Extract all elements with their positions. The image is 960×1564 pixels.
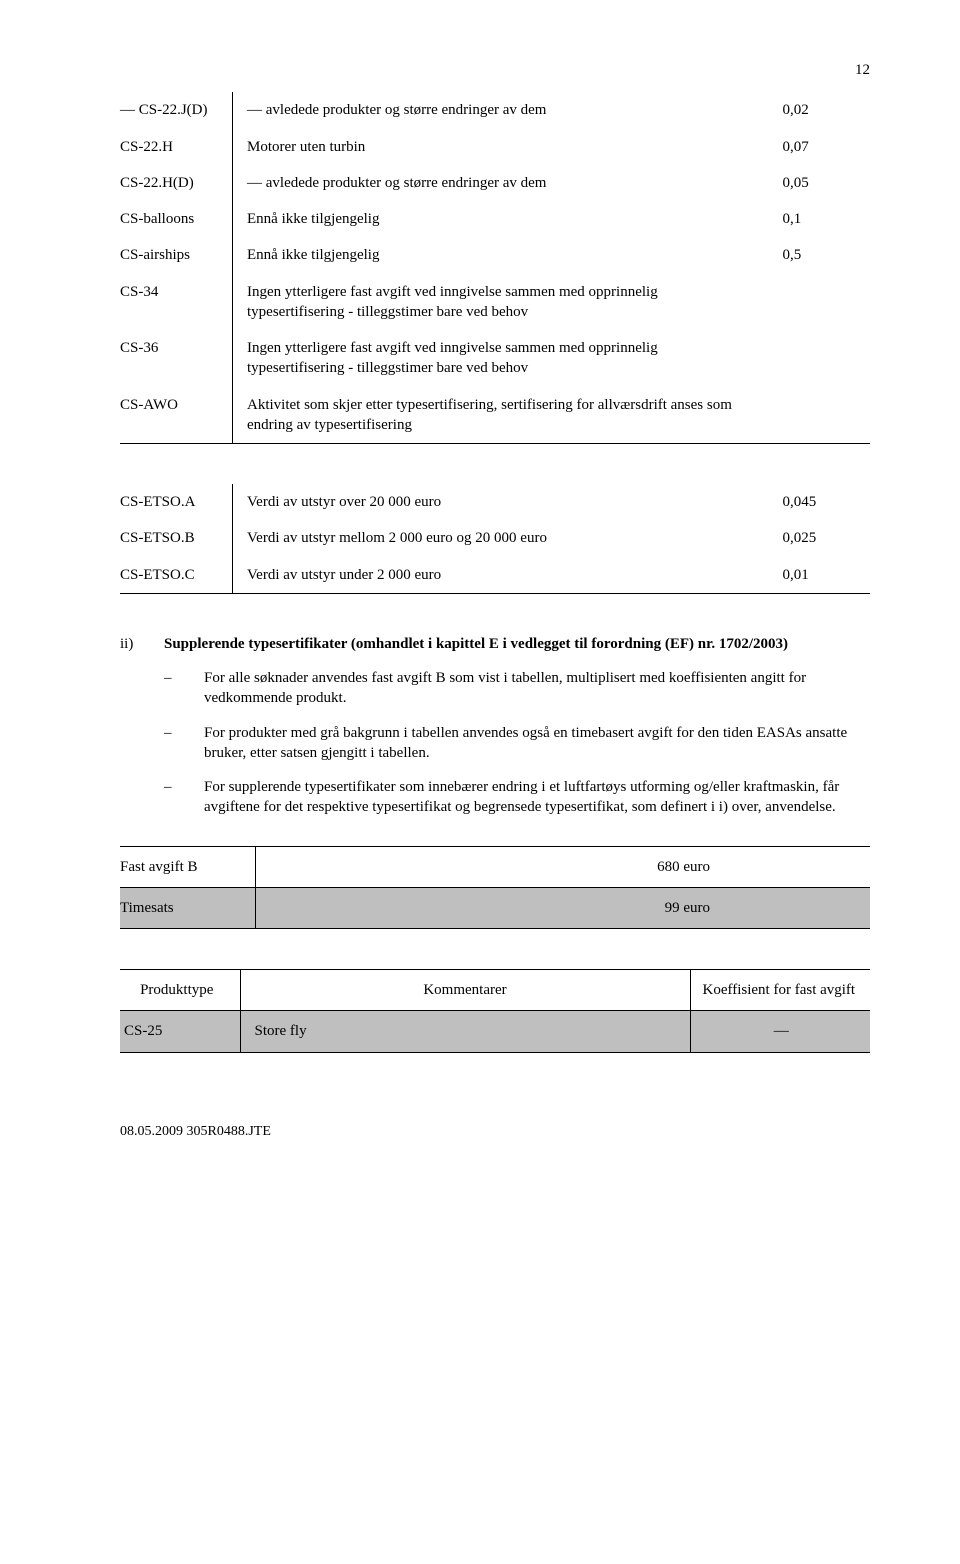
table-row: CS-airships Ennå ikke tilgjengelig 0,5 — [120, 237, 870, 273]
cell-desc: Verdi av utstyr under 2 000 euro — [233, 557, 773, 594]
table-row: CS-ETSO.A Verdi av utstyr over 20 000 eu… — [120, 484, 870, 520]
table-row: CS-36 Ingen ytterligere fast avgift ved … — [120, 330, 870, 387]
cell-code: CS-AWO — [120, 387, 233, 444]
table-row: CS-ETSO.B Verdi av utstyr mellom 2 000 e… — [120, 520, 870, 556]
table-row: Timesats 99 euro — [120, 887, 870, 928]
product-table: Produkttype Kommentarer Koeffisient for … — [120, 969, 870, 1053]
page-number: 12 — [120, 60, 870, 80]
table-row: CS-balloons Ennå ikke tilgjengelig 0,1 — [120, 201, 870, 237]
section-title: Supplerende typesertifikater (omhandlet … — [164, 634, 788, 654]
spec-table-1: — CS-22.J(D) — avledede produkter og stø… — [120, 92, 870, 444]
spec-table-2: CS-ETSO.A Verdi av utstyr over 20 000 eu… — [120, 484, 870, 594]
cell-code: CS-22.H — [120, 129, 233, 165]
list-item: – For alle søknader anvendes fast avgift… — [164, 668, 870, 709]
fee-table: Fast avgift B 680 euro Timesats 99 euro — [120, 846, 870, 930]
dash-icon: – — [164, 723, 204, 764]
product-code: CS-25 — [120, 1011, 240, 1052]
cell-code: CS-ETSO.A — [120, 484, 233, 520]
dash-icon: – — [164, 668, 204, 709]
table-row: — CS-22.J(D) — avledede produkter og stø… — [120, 92, 870, 128]
section-number: ii) — [120, 634, 164, 654]
cell-desc: Motorer uten turbin — [233, 129, 773, 165]
cell-code: CS-ETSO.C — [120, 557, 233, 594]
table-row: CS-22.H Motorer uten turbin 0,07 — [120, 129, 870, 165]
footer-text: 08.05.2009 305R0488.JTE — [120, 1123, 870, 1142]
cell-code: CS-balloons — [120, 201, 233, 237]
bullet-text: For produkter med grå bakgrunn i tabelle… — [204, 723, 870, 764]
fee-label: Timesats — [120, 887, 255, 928]
cell-desc: Verdi av utstyr mellom 2 000 euro og 20 … — [233, 520, 773, 556]
cell-val: 0,07 — [773, 129, 871, 165]
cell-desc: Aktivitet som skjer etter typesertifiser… — [233, 387, 773, 444]
bullet-text: For supplerende typesertifikater som inn… — [204, 777, 870, 818]
table-row: CS-34 Ingen ytterligere fast avgift ved … — [120, 274, 870, 331]
table-header-row: Produkttype Kommentarer Koeffisient for … — [120, 970, 870, 1011]
cell-code: CS-airships — [120, 237, 233, 273]
header-comments: Kommentarer — [240, 970, 690, 1011]
fee-extra — [720, 887, 870, 928]
cell-desc: Ingen ytterligere fast avgift ved inngiv… — [233, 330, 773, 387]
cell-desc: — avledede produkter og større endringer… — [233, 165, 773, 201]
table-row: CS-ETSO.C Verdi av utstyr under 2 000 eu… — [120, 557, 870, 594]
cell-code: CS-22.H(D) — [120, 165, 233, 201]
cell-code: — CS-22.J(D) — [120, 92, 233, 128]
table-row: CS-AWO Aktivitet som skjer etter typeser… — [120, 387, 870, 444]
cell-desc: Ennå ikke tilgjengelig — [233, 237, 773, 273]
dash-icon: – — [164, 777, 204, 818]
list-item: – For produkter med grå bakgrunn i tabel… — [164, 723, 870, 764]
cell-val: 0,1 — [773, 201, 871, 237]
cell-desc: Ennå ikke tilgjengelig — [233, 201, 773, 237]
fee-extra — [720, 846, 870, 887]
cell-code: CS-36 — [120, 330, 233, 387]
product-comments: Store fly — [240, 1011, 690, 1052]
fee-label: Fast avgift B — [120, 846, 255, 887]
section-heading: ii) Supplerende typesertifikater (omhand… — [120, 634, 870, 654]
cell-desc: — avledede produkter og større endringer… — [233, 92, 773, 128]
fee-value: 680 euro — [255, 846, 720, 887]
table-row: CS-25 Store fly — — [120, 1011, 870, 1052]
list-item: – For supplerende typesertifikater som i… — [164, 777, 870, 818]
cell-code: CS-34 — [120, 274, 233, 331]
cell-val: 0,045 — [773, 484, 871, 520]
cell-val: 0,5 — [773, 237, 871, 273]
cell-val: 0,01 — [773, 557, 871, 594]
cell-val — [773, 387, 871, 444]
bullet-list: – For alle søknader anvendes fast avgift… — [164, 668, 870, 818]
cell-desc: Ingen ytterligere fast avgift ved inngiv… — [233, 274, 773, 331]
cell-desc: Verdi av utstyr over 20 000 euro — [233, 484, 773, 520]
header-coefficient: Koeffisient for fast avgift — [690, 970, 870, 1011]
cell-val — [773, 330, 871, 387]
header-product-type: Produkttype — [120, 970, 240, 1011]
cell-val: 0,02 — [773, 92, 871, 128]
table-row: CS-22.H(D) — avledede produkter og størr… — [120, 165, 870, 201]
cell-val: 0,025 — [773, 520, 871, 556]
fee-value: 99 euro — [255, 887, 720, 928]
cell-code: CS-ETSO.B — [120, 520, 233, 556]
product-coeff: — — [690, 1011, 870, 1052]
table-row: Fast avgift B 680 euro — [120, 846, 870, 887]
bullet-text: For alle søknader anvendes fast avgift B… — [204, 668, 870, 709]
cell-val — [773, 274, 871, 331]
cell-val: 0,05 — [773, 165, 871, 201]
